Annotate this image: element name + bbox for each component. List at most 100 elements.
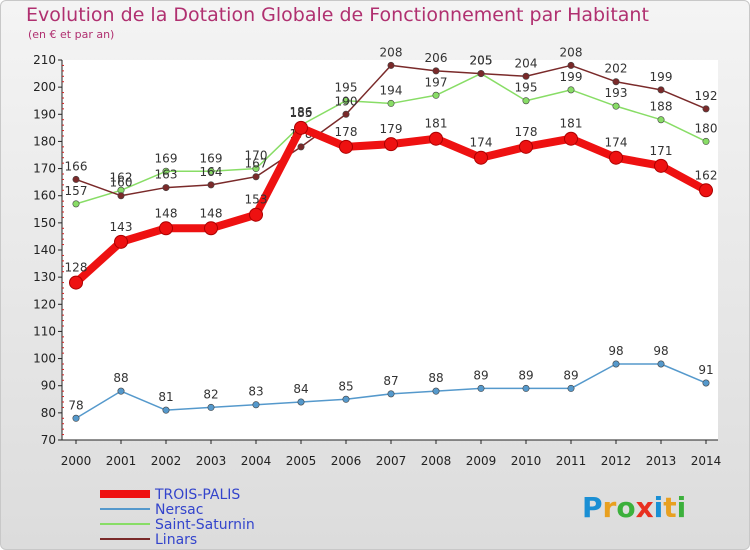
legend-item: TROIS-PALIS	[100, 487, 240, 503]
data-point	[162, 184, 170, 192]
data-point	[207, 181, 215, 189]
legend-item: Linars	[100, 532, 197, 548]
data-label: 84	[293, 382, 308, 396]
series-linars: 166 160 163 164 167 178 190 208 206 205 204 208 202 1…	[65, 45, 718, 200]
logo-letter: x	[636, 491, 654, 524]
x-tick-label: 2013	[646, 454, 677, 468]
data-point	[432, 91, 440, 99]
series-trois-palis: 128 143 148 148 153 185 178 179 181 174 178 181 174 1…	[65, 106, 717, 290]
data-point	[612, 360, 620, 368]
data-point	[69, 275, 83, 290]
data-label: 181	[425, 117, 448, 131]
data-point	[117, 192, 125, 200]
logo-letter: i	[677, 491, 687, 524]
data-label: 160	[110, 176, 133, 190]
data-label: 178	[515, 125, 538, 139]
chart-subtitle: (en € et par an)	[28, 28, 115, 41]
x-tick-label: 2011	[556, 454, 587, 468]
data-label: 192	[695, 89, 718, 103]
data-point	[297, 398, 305, 406]
y-tick-label: 90	[41, 379, 56, 393]
data-label: 194	[380, 83, 403, 97]
data-point	[657, 116, 665, 124]
data-label: 188	[650, 100, 673, 114]
data-point	[522, 97, 530, 105]
data-label: 190	[335, 94, 358, 108]
x-tick-label: 2007	[376, 454, 407, 468]
data-label: 85	[338, 379, 353, 393]
data-label: 89	[518, 368, 533, 382]
data-point	[567, 86, 575, 94]
data-label: 199	[650, 70, 673, 84]
x-tick-label: 2014	[691, 454, 722, 468]
data-point	[387, 99, 395, 107]
data-point	[117, 387, 125, 395]
x-tick-label: 2002	[151, 454, 182, 468]
x-tick-label: 2004	[241, 454, 272, 468]
data-label: 208	[560, 45, 583, 59]
x-tick-label: 2008	[421, 454, 452, 468]
data-point	[477, 384, 485, 392]
data-label: 164	[200, 165, 223, 179]
data-point	[564, 131, 578, 146]
data-point	[477, 70, 485, 78]
data-label: 171	[650, 144, 673, 158]
y-tick-label: 170	[33, 162, 56, 176]
y-tick-label: 110	[33, 324, 56, 338]
data-label: 89	[473, 368, 488, 382]
data-label: 204	[515, 56, 538, 70]
y-tick-label: 190	[33, 107, 56, 121]
data-label: 186	[290, 105, 313, 119]
data-label: 197	[425, 75, 448, 89]
data-point	[702, 379, 710, 387]
data-label: 143	[110, 220, 133, 234]
y-tick-label: 100	[33, 352, 56, 366]
data-point	[474, 150, 488, 165]
data-point	[204, 221, 218, 236]
data-point	[702, 105, 710, 113]
data-label: 206	[425, 51, 448, 65]
data-label: 195	[335, 81, 358, 95]
data-label: 78	[68, 398, 83, 412]
data-label: 98	[653, 344, 668, 358]
data-point	[432, 387, 440, 395]
plot-area	[62, 60, 718, 440]
data-point	[387, 61, 395, 69]
data-label: 88	[113, 371, 128, 385]
legend-label: TROIS-PALIS	[154, 487, 240, 503]
chart-title: Evolution de la Dotation Globale de Fonc…	[26, 4, 649, 26]
data-label: 205	[470, 54, 493, 68]
data-point	[612, 78, 620, 86]
data-label: 169	[155, 151, 178, 165]
logo-letter: i	[654, 491, 664, 524]
data-point	[612, 102, 620, 110]
data-label: 157	[65, 184, 88, 198]
series-saint-saturnin: 157 162 169 169 170 186 195 194 197 205 195 199 193 1…	[65, 54, 717, 208]
data-point	[387, 390, 395, 398]
y-tick-label: 200	[33, 80, 56, 94]
data-point	[297, 143, 305, 151]
x-tick-label: 2000	[61, 454, 92, 468]
y-tick-label: 80	[41, 406, 56, 420]
data-point	[342, 97, 350, 105]
data-label: 195	[515, 81, 538, 95]
legend-item: Nersac	[100, 502, 203, 518]
data-label: 205	[470, 54, 493, 68]
data-point	[522, 384, 530, 392]
x-tick-label: 2009	[466, 454, 497, 468]
legend-label: Linars	[155, 532, 197, 548]
data-label: 162	[110, 170, 133, 184]
data-label: 170	[245, 149, 268, 163]
data-point	[252, 401, 260, 409]
x-tick-label: 2006	[331, 454, 362, 468]
logo-letter: t	[663, 491, 676, 524]
data-point	[567, 61, 575, 69]
data-point	[522, 72, 530, 80]
logo-letter: P	[582, 491, 603, 524]
y-tick-label: 140	[33, 243, 56, 257]
data-point	[249, 207, 263, 222]
data-point	[114, 234, 128, 249]
data-label: 82	[203, 387, 218, 401]
